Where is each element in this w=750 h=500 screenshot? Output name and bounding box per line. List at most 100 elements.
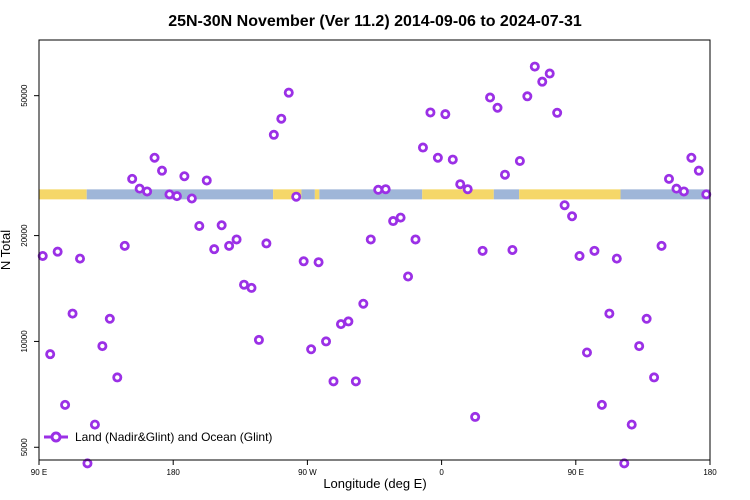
x-tick-label: 180 [703,468,717,477]
data-point [239,279,250,290]
data-point [89,419,100,430]
data-point [410,234,421,245]
strip-segment-ocean [319,189,423,200]
strip-segment-land [39,189,87,200]
data-point [313,257,324,268]
x-tick-label: 90 E [568,468,584,477]
x-tick-label: 0 [439,468,444,477]
strip-segment-land [273,189,302,200]
data-point [45,349,56,360]
strip-segment-land [519,189,621,200]
strip-segment-land [314,189,320,200]
data-point [440,109,451,120]
data-point [403,271,414,282]
data-point [678,186,689,197]
data-point [485,92,496,103]
data-point [559,200,570,211]
data-point [298,256,309,267]
data-point [149,152,160,163]
data-point [604,308,615,319]
data-point [201,175,212,186]
data-point [656,240,667,251]
data-point [224,240,235,251]
data-point [492,102,503,113]
data-point [171,191,182,202]
y-tick-label: 10000 [20,330,29,353]
data-point [499,169,510,180]
y-axis-label: N Total [0,230,13,270]
data-point [514,155,525,166]
data-point [112,372,123,383]
data-point [388,216,399,227]
y-tick-label: 50000 [20,84,29,107]
data-point [67,308,78,319]
data-point [216,220,227,231]
data-point [701,189,712,200]
data-point [634,341,645,352]
data-point [589,245,600,256]
strip-segment-ocean [620,189,710,200]
data-point [306,344,317,355]
data-point [82,458,93,469]
data-point [283,87,294,98]
data-point [462,184,473,195]
data-point [60,399,71,410]
data-point [97,341,108,352]
x-tick-label: 90 E [31,468,47,477]
x-axis-ticks: 90 E 180 90 W 0 90 E 180 [31,460,717,477]
data-point [544,68,555,79]
data-point [522,91,533,102]
x-axis-label: Longitude (deg E) [323,476,426,491]
data-point [142,186,153,197]
data-point [365,234,376,245]
strip-segment-ocean [493,189,520,200]
y-tick-label: 5000 [20,438,29,456]
legend: Land (Nadir&Glint) and Ocean (Glint) [44,430,272,444]
data-point [268,129,279,140]
y-tick-label: 20000 [20,224,29,247]
data-point [574,250,585,261]
data-point [395,212,406,223]
data-point [52,246,63,257]
data-point [350,376,361,387]
data-point [552,107,563,118]
data-point [37,250,48,261]
data-point [104,313,115,324]
data-point [119,240,130,251]
data-point [291,191,302,202]
y-axis-ticks: 5000 10000 20000 50000 [20,84,39,456]
data-point [75,253,86,264]
data-point [321,336,332,347]
legend-label: Land (Nadir&Glint) and Ocean (Glint) [75,430,272,444]
data-point [417,142,428,153]
data-point [261,238,272,249]
x-tick-label: 90 W [298,468,317,477]
data-point [470,411,481,422]
data-point [328,376,339,387]
strip-segment-ocean [301,189,315,200]
strip-segment-land [422,189,494,200]
data-point [529,61,540,72]
data-point [179,171,190,182]
data-point [507,244,518,255]
data-point [567,211,578,222]
data-point [253,334,264,345]
data-point [157,165,168,176]
data-point [186,193,197,204]
data-point [649,372,660,383]
data-point [358,298,369,309]
data-point [477,245,488,256]
data-point [686,152,697,163]
chart-title: 25N-30N November (Ver 11.2) 2014-09-06 t… [168,13,582,30]
data-point [596,399,607,410]
data-point [246,282,257,293]
data-point [447,154,458,165]
data-point [343,316,354,327]
data-point [231,234,242,245]
data-point [455,179,466,190]
data-point [432,152,443,163]
data-point [537,76,548,87]
data-point [209,244,220,255]
data-point [425,107,436,118]
